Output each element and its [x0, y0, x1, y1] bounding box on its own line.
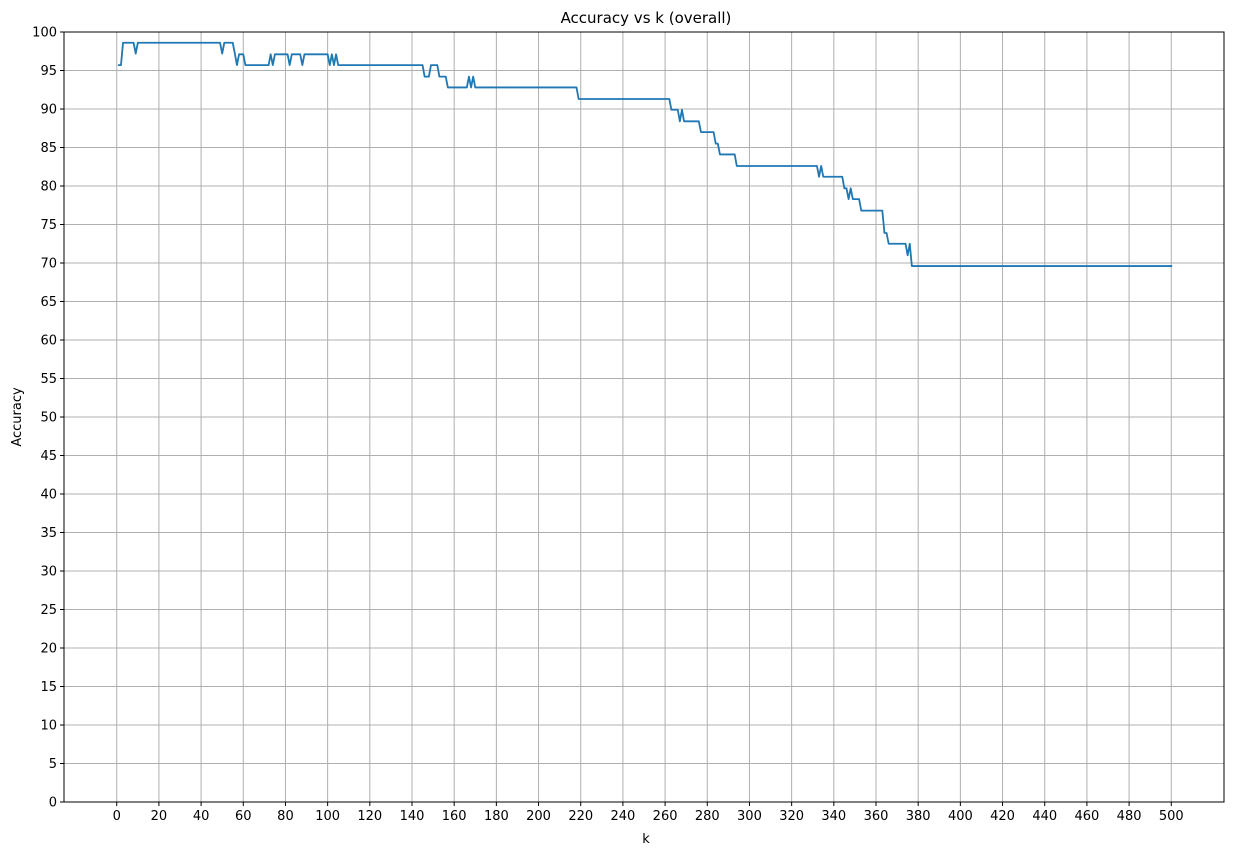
y-tick-label: 55 [40, 372, 57, 387]
y-axis-ticks: 0 5 10 15 20 25 30 35 40 45 50 55 60 65 70 75 80 85 90 95 10… [32, 26, 64, 811]
y-tick-label: 0 [49, 796, 57, 811]
x-tick-label: 420 [990, 809, 1015, 824]
x-tick-label: 120 [357, 809, 382, 824]
x-tick-label: 300 [737, 809, 762, 824]
y-tick-label: 100 [32, 26, 57, 41]
x-tick-label: 240 [610, 809, 635, 824]
y-tick-label: 30 [40, 565, 57, 580]
x-tick-label: 220 [568, 809, 593, 824]
y-tick-label: 45 [40, 449, 57, 464]
y-axis-label: Accuracy [10, 387, 25, 447]
y-tick-label: 5 [49, 757, 57, 772]
x-tick-label: 480 [1117, 809, 1142, 824]
x-tick-label: 140 [400, 809, 425, 824]
x-tick-label: 100 [315, 809, 340, 824]
y-tick-label: 10 [40, 719, 57, 734]
grid [64, 31, 1224, 803]
x-tick-label: 0 [113, 809, 121, 824]
x-tick-label: 260 [653, 809, 678, 824]
x-tick-label: 180 [484, 809, 509, 824]
y-tick-label: 40 [40, 488, 57, 503]
x-axis-label: k [642, 832, 650, 847]
x-tick-label: 340 [821, 809, 846, 824]
y-tick-label: 90 [40, 103, 57, 118]
x-tick-label: 80 [277, 809, 294, 824]
x-tick-label: 380 [906, 809, 931, 824]
x-tick-label: 60 [235, 809, 252, 824]
chart-title: Accuracy vs k (overall) [561, 9, 732, 27]
x-tick-label: 200 [526, 809, 551, 824]
x-axis-ticks: 0 20 40 60 80 100 120 140 160 180 200 220 240 260 280 3… [113, 802, 1184, 824]
y-tick-label: 85 [40, 141, 57, 156]
y-tick-label: 75 [40, 218, 57, 233]
x-tick-label: 20 [151, 809, 168, 824]
x-tick-label: 460 [1074, 809, 1099, 824]
x-tick-label: 40 [193, 809, 210, 824]
x-tick-label: 160 [442, 809, 467, 824]
x-tick-label: 400 [948, 809, 973, 824]
x-tick-label: 500 [1159, 809, 1184, 824]
y-tick-label: 25 [40, 603, 57, 618]
y-tick-label: 50 [40, 411, 57, 426]
accuracy-series-line [117, 41, 1173, 267]
y-tick-label: 95 [40, 64, 57, 79]
y-tick-label: 15 [40, 680, 57, 695]
y-tick-label: 80 [40, 180, 57, 195]
y-tick-label: 20 [40, 642, 57, 657]
x-tick-label: 280 [695, 809, 720, 824]
y-tick-label: 60 [40, 334, 57, 349]
y-tick-label: 35 [40, 526, 57, 541]
x-tick-label: 360 [864, 809, 889, 824]
series-layer [117, 41, 1173, 267]
x-tick-label: 440 [1032, 809, 1057, 824]
x-tick-label: 320 [779, 809, 804, 824]
y-tick-label: 70 [40, 257, 57, 272]
y-tick-label: 65 [40, 295, 57, 310]
